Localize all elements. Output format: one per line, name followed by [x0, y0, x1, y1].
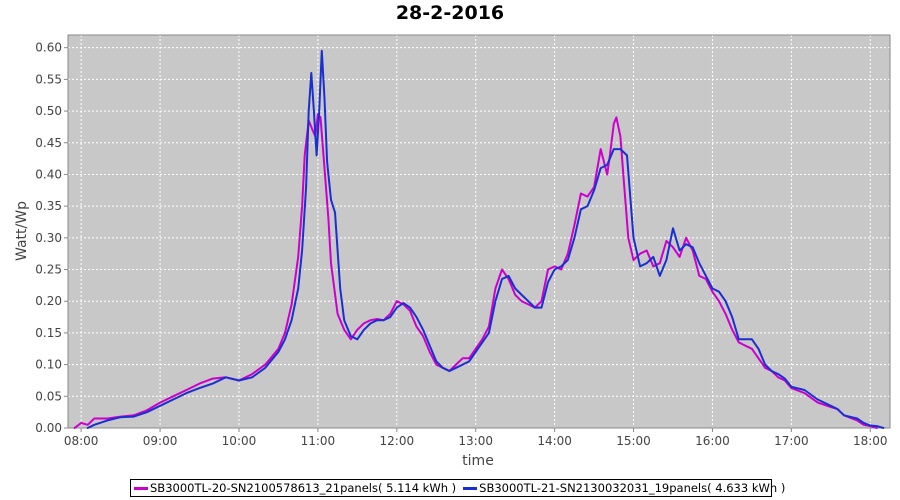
legend-label: SB3000TL-21-SN2130032031_19panels( 4.633… [479, 481, 786, 495]
legend-swatch [134, 486, 148, 490]
series-line-2 [86, 49, 885, 429]
y-axis-label: Watt/Wp [14, 201, 30, 261]
y-tick-label: 0.05 [35, 389, 62, 403]
x-tick-label: 15:00 [616, 434, 651, 448]
y-tick-label: 0.15 [35, 326, 62, 340]
y-tick-label: 0.60 [35, 41, 62, 55]
y-tick-label: 0.00 [35, 421, 62, 435]
x-tick-label: 17:00 [774, 434, 809, 448]
x-tick-label: 18:00 [853, 434, 888, 448]
legend-label: SB3000TL-20-SN2100578613_21panels( 5.114… [150, 481, 457, 495]
plot-border [67, 34, 891, 429]
y-tick-label: 0.55 [35, 72, 62, 86]
x-tick-label: 14:00 [537, 434, 572, 448]
x-axis: 08:00 09:00 10:00 11:00 12:00 13:00 14:00 15:00… [64, 428, 888, 448]
y-tick-label: 0.20 [35, 294, 62, 308]
plot-area [68, 35, 890, 428]
y-tick-label: 0.10 [35, 358, 62, 372]
chart-title: 28-2-2016 [395, 2, 505, 24]
y-tick-label: 0.45 [35, 136, 62, 150]
x-tick-label: 11:00 [301, 434, 336, 448]
y-tick-label: 0.30 [35, 231, 62, 245]
x-axis-label: time [462, 453, 494, 469]
x-tick-label: 10:00 [222, 434, 257, 448]
legend-item: SB3000TL-21-SN2130032031_19panels( 4.633… [463, 481, 785, 495]
x-tick-label: 13:00 [458, 434, 493, 448]
series-line-1 [73, 113, 878, 429]
legend: SB3000TL-20-SN2100578613_21panels( 5.114… [130, 479, 785, 497]
y-tick-label: 0.40 [35, 167, 62, 181]
series-lines [73, 49, 885, 429]
y-tick-label: 0.25 [35, 263, 62, 277]
legend-swatch [463, 486, 478, 490]
x-tick-label: 12:00 [380, 434, 415, 448]
x-tick-label: 08:00 [64, 434, 99, 448]
y-tick-label: 0.35 [35, 199, 62, 213]
x-tick-label: 16:00 [695, 434, 730, 448]
y-tick-label: 0.50 [35, 104, 62, 118]
gridlines [67, 34, 891, 429]
legend-item: SB3000TL-20-SN2100578613_21panels( 5.114… [134, 481, 456, 495]
y-axis: 0.00 0.05 0.10 0.15 0.20 0.25 0.30 0.35 0.40 0.45… [35, 41, 68, 435]
x-tick-label: 09:00 [143, 434, 178, 448]
